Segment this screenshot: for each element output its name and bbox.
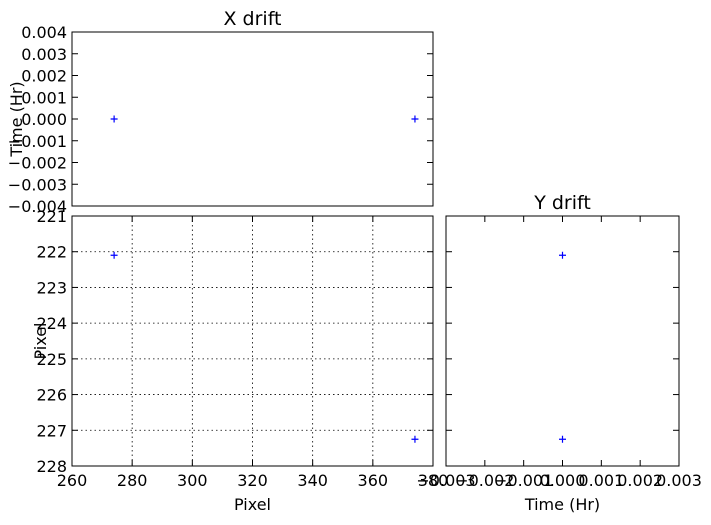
main-ytick-label: 223 (36, 278, 67, 297)
xdrift-ytick-label: 0.000 (21, 110, 67, 129)
ydrift-xtick-label: 0.001 (578, 471, 624, 490)
xdrift-panel (71, 31, 434, 207)
main-xtick-label: 300 (177, 471, 208, 490)
main-panel (71, 215, 434, 467)
main-ylabel: Pixel (31, 322, 50, 359)
main-ytick-label: 222 (36, 243, 67, 262)
ydrift-xtick-label: 0.000 (540, 471, 586, 490)
ydrift-title: Y drift (533, 192, 591, 214)
main-xtick-label: 280 (117, 471, 148, 490)
ydrift-xtick-label: −0.002 (455, 471, 514, 490)
ydrift-xlabel: Time (Hr) (524, 495, 600, 514)
ydrift-data-point-0 (559, 251, 566, 259)
ydrift-xtick-label: 0.002 (617, 471, 663, 490)
main-ytick-label: 227 (36, 421, 67, 440)
main-xtick-label: 380 (418, 471, 449, 490)
xdrift-data-point-1 (411, 115, 419, 123)
main-data-point-1 (411, 435, 419, 443)
xdrift-ytick-label: 0.004 (21, 23, 67, 42)
ydrift-xtick-label: 0.003 (656, 471, 702, 490)
main-ytick-label: 228 (36, 457, 67, 476)
xdrift-ylabel: Time (Hr) (7, 81, 26, 157)
xdrift-ytick-label: −0.004 (8, 197, 67, 216)
main-xtick-label: 320 (237, 471, 268, 490)
ydrift-data-point-1 (559, 435, 566, 443)
xdrift-title: X drift (223, 8, 281, 30)
ydrift-panel (445, 215, 680, 467)
ydrift-xtick-label: −0.003 (416, 471, 475, 490)
xdrift-ytick-label: −0.001 (8, 132, 67, 151)
main-ytick-label: 225 (36, 350, 67, 369)
main-ytick-label: 221 (36, 207, 67, 226)
main-data-point-0 (110, 251, 118, 259)
xdrift-ytick-label: 0.003 (21, 45, 67, 64)
main-xtick-label: 260 (57, 471, 88, 490)
xdrift-ytick-label: 0.002 (21, 67, 67, 86)
xdrift-ytick-label: 0.001 (21, 88, 67, 107)
ydrift-xtick-label: −0.001 (494, 471, 553, 490)
main-xlabel: Pixel (234, 495, 271, 514)
main-ytick-label: 226 (36, 386, 67, 405)
xdrift-frame (71, 31, 434, 207)
main-xtick-label: 360 (358, 471, 389, 490)
main-xtick-label: 340 (297, 471, 328, 490)
xdrift-data-point-0 (110, 115, 118, 123)
main-ytick-label: 224 (36, 314, 67, 333)
xdrift-ytick-label: −0.002 (8, 154, 67, 173)
xdrift-ytick-label: −0.003 (8, 175, 67, 194)
